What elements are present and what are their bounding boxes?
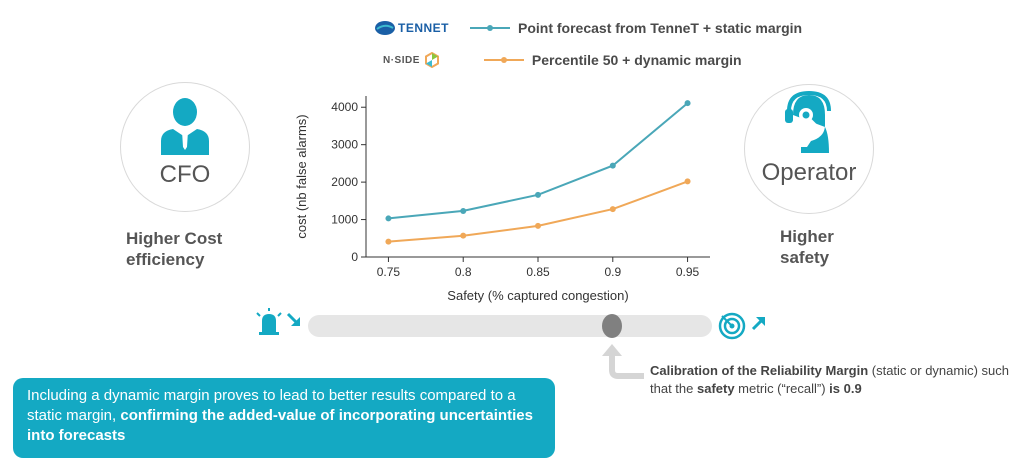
headset-operator-icon bbox=[785, 91, 831, 153]
conclusion-callout: Including a dynamic margin proves to lea… bbox=[13, 378, 555, 458]
x-tick-label: 0.8 bbox=[455, 265, 472, 279]
person-icon bbox=[161, 98, 209, 155]
callout-part1: Including a dynamic margin proves to lea… bbox=[27, 387, 516, 424]
operator-persona-circle: Operator bbox=[744, 84, 874, 214]
y-tick-label: 0 bbox=[351, 250, 358, 264]
series-1-point bbox=[535, 191, 541, 198]
y-tick-label: 3000 bbox=[331, 138, 358, 152]
series-1-point bbox=[609, 162, 616, 169]
operator-title: Higher safety bbox=[780, 226, 834, 268]
cost-vs-safety-chart: 0 1000 2000 3000 4000 0.75 0.8 0.85 0.9 0.95 Safet… bbox=[294, 96, 710, 303]
cfo-title-line1: Higher Cost bbox=[126, 229, 223, 248]
series-1-point bbox=[385, 215, 392, 222]
series2-legend-label: Percentile 50 + dynamic margin bbox=[531, 52, 742, 68]
arrow-up-right-icon bbox=[751, 317, 765, 331]
series-2-point bbox=[460, 232, 467, 239]
series2-legend-marker bbox=[483, 57, 524, 63]
cfo-title-line2: efficiency bbox=[126, 250, 205, 269]
target-icon bbox=[718, 312, 746, 340]
legend-row-tennet: TENNET Point forecast from TenneT + stat… bbox=[374, 20, 802, 36]
series1-legend-label: Point forecast from TenneT + static marg… bbox=[518, 20, 803, 36]
x-axis-label: Safety (% captured congestion) bbox=[447, 288, 628, 303]
series-1-point bbox=[460, 207, 467, 214]
series-2-point bbox=[385, 238, 392, 245]
calibration-part5: is 0.9 bbox=[829, 381, 862, 396]
pointer-arrow-icon bbox=[602, 344, 644, 379]
series1-legend-marker bbox=[470, 25, 510, 31]
series-1-point bbox=[684, 100, 691, 107]
safety-slider-knob[interactable] bbox=[602, 314, 622, 338]
y-tick-label: 4000 bbox=[331, 100, 358, 114]
x-tick-label: 0.75 bbox=[377, 265, 401, 279]
operator-label: Operator bbox=[761, 159, 857, 186]
calibration-part2: (static or dynamic) such that the bbox=[650, 363, 1010, 396]
y-tick-label: 1000 bbox=[331, 213, 358, 227]
operator-title-line2: safety bbox=[780, 248, 830, 267]
calibration-part1: Calibration of the Reliability Margin bbox=[650, 363, 869, 378]
series-2-point bbox=[609, 206, 616, 213]
tennet-logo-text: TENNET bbox=[398, 21, 449, 35]
series-2-point bbox=[684, 178, 691, 185]
nside-logo-icon bbox=[424, 52, 439, 68]
nside-logo-text: N·SIDE bbox=[383, 54, 420, 66]
x-tick-label: 0.95 bbox=[676, 265, 700, 279]
series-line-2 bbox=[388, 180, 688, 243]
callout-part2: confirming the added-value of incorporat… bbox=[27, 407, 533, 444]
calibration-part4: metric (“recall”) bbox=[734, 381, 830, 396]
x-tick-label: 0.9 bbox=[604, 265, 621, 279]
series-line-1 bbox=[388, 102, 689, 220]
operator-title-line1: Higher bbox=[780, 227, 834, 246]
siren-icon bbox=[256, 308, 282, 335]
calibration-part3: safety bbox=[696, 381, 735, 396]
cfo-title: Higher Cost efficiency bbox=[126, 228, 222, 270]
y-axis-label: cost (nb false alarms) bbox=[294, 114, 309, 238]
cfo-persona-circle: CFO bbox=[120, 82, 250, 212]
x-tick-label: 0.85 bbox=[526, 265, 550, 279]
safety-slider-track[interactable] bbox=[308, 315, 712, 337]
arrow-down-right-icon bbox=[286, 312, 300, 326]
legend-row-nside: N·SIDE Percentile 50 + dynamic margin bbox=[383, 52, 742, 68]
cfo-label: CFO bbox=[159, 161, 211, 188]
series-2-point bbox=[535, 222, 541, 229]
calibration-text: Calibration of the Reliability Margin (s… bbox=[650, 362, 1010, 398]
y-tick-label: 2000 bbox=[331, 175, 358, 189]
tennet-logo-icon bbox=[375, 21, 395, 35]
